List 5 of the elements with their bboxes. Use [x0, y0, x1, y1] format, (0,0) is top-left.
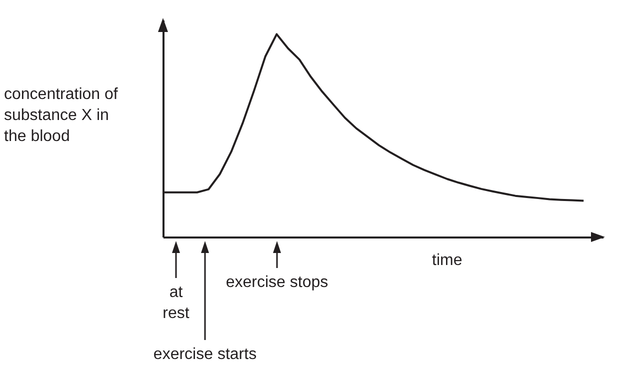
x-axis-title: time	[432, 251, 462, 271]
y-axis-title: concentration of substance X in the blood	[4, 85, 119, 147]
text: at rest	[162, 283, 190, 324]
text: exercise stops	[224, 273, 330, 293]
text: exercise starts	[152, 345, 258, 365]
